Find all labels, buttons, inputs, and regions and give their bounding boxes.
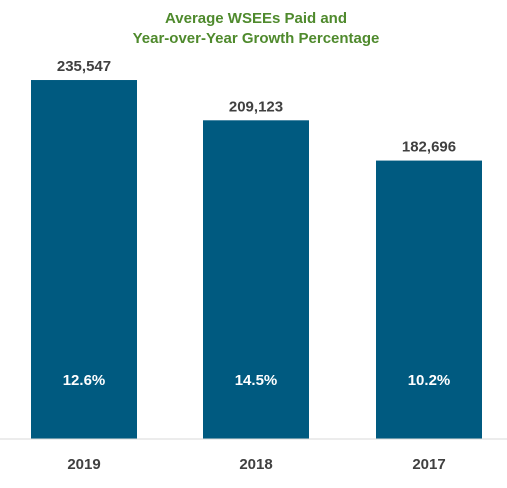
value-label-2018: 209,123 bbox=[229, 98, 283, 115]
growth-label-2017: 10.2% bbox=[408, 372, 451, 389]
bar-2017 bbox=[376, 160, 482, 439]
growth-label-2018: 14.5% bbox=[235, 372, 278, 389]
growth-label-2019: 12.6% bbox=[63, 372, 106, 389]
bar-2018 bbox=[203, 120, 309, 440]
labels-layer: 235,547 12.6% 2019 209,123 14.5% 2018 182,696 1… bbox=[57, 58, 456, 473]
value-label-2019: 235,547 bbox=[57, 58, 111, 75]
chart-title-line-1: Average WSEEs Paid and bbox=[165, 10, 347, 27]
chart-title-line-2: Year-over-Year Growth Percentage bbox=[133, 30, 380, 47]
bars-layer bbox=[31, 80, 482, 440]
bar-2019 bbox=[31, 80, 137, 440]
x-tick-label-2019: 2019 bbox=[67, 456, 100, 473]
value-label-2017: 182,696 bbox=[402, 139, 456, 156]
x-tick-label-2017: 2017 bbox=[412, 456, 445, 473]
x-tick-label-2018: 2018 bbox=[239, 456, 272, 473]
